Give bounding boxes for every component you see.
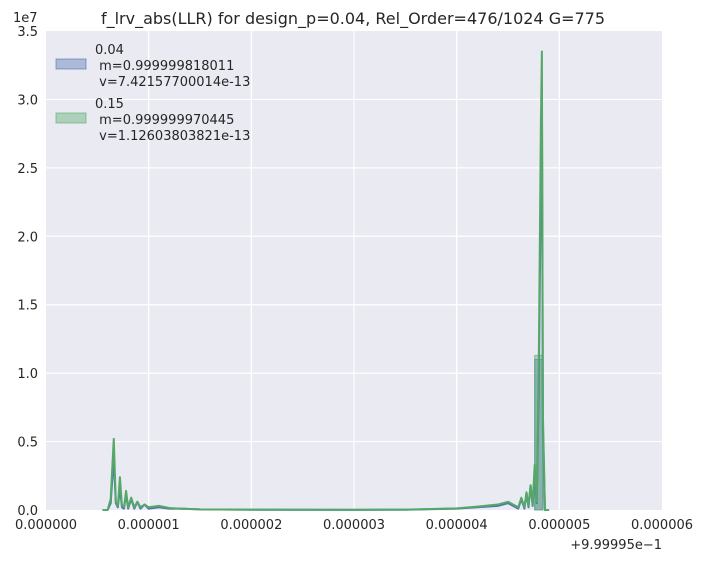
legend-swatch-0.04 bbox=[55, 58, 87, 70]
legend-series-stat: m=0.999999970445 bbox=[95, 113, 234, 128]
legend-series-stat: v=1.12603803821e-13 bbox=[95, 129, 250, 144]
x-tick-label: 0.000000 bbox=[15, 518, 77, 533]
legend-series-stat: m=0.999999818011 bbox=[95, 59, 234, 74]
x-tick-label: 0.000001 bbox=[118, 518, 180, 533]
y-tick-label: 3.0 bbox=[17, 93, 38, 108]
legend-series-stat: v=7.42157700014e-13 bbox=[95, 75, 250, 90]
grid bbox=[46, 31, 662, 510]
y-tick-label: 0.5 bbox=[17, 436, 38, 451]
x-tick-label: 0.000002 bbox=[220, 518, 282, 533]
y-tick-label: 2.0 bbox=[17, 230, 38, 245]
legend-series-name: 0.04 bbox=[95, 43, 124, 58]
y-tick-label: 1.0 bbox=[17, 367, 38, 382]
x-tick-label: 0.000006 bbox=[631, 518, 693, 533]
y-tick-label: 0.0 bbox=[17, 504, 38, 519]
legend-series-name: 0.15 bbox=[95, 97, 124, 112]
kde-lines bbox=[102, 50, 550, 511]
x-tick-label: 0.000005 bbox=[528, 518, 590, 533]
x-tick-label: 0.000003 bbox=[323, 518, 385, 533]
legend-swatch-0.15 bbox=[55, 112, 87, 124]
kde-line-0.15 bbox=[102, 50, 550, 511]
y-multiplier-label: 1e7 bbox=[13, 11, 38, 26]
x-tick-label: 0.000004 bbox=[426, 518, 488, 533]
x-offset-label: +9.99995e−1 bbox=[570, 538, 662, 553]
x-axis-ticks: 0.000000 0.000001 0.000002 0.000003 0.000004… bbox=[15, 518, 693, 533]
chart-title: f_lrv_abs(LLR) for design_p=0.04, Rel_Or… bbox=[101, 9, 605, 29]
legend: 0.04 m=0.999999818011 v=7.42157700014e-1… bbox=[55, 43, 250, 144]
y-axis-ticks: 0.0 0.5 1.0 1.5 2.0 2.5 3.0 3.5 bbox=[17, 25, 38, 519]
y-tick-label: 3.5 bbox=[17, 25, 38, 40]
y-tick-label: 2.5 bbox=[17, 162, 38, 177]
y-tick-label: 1.5 bbox=[17, 299, 38, 314]
